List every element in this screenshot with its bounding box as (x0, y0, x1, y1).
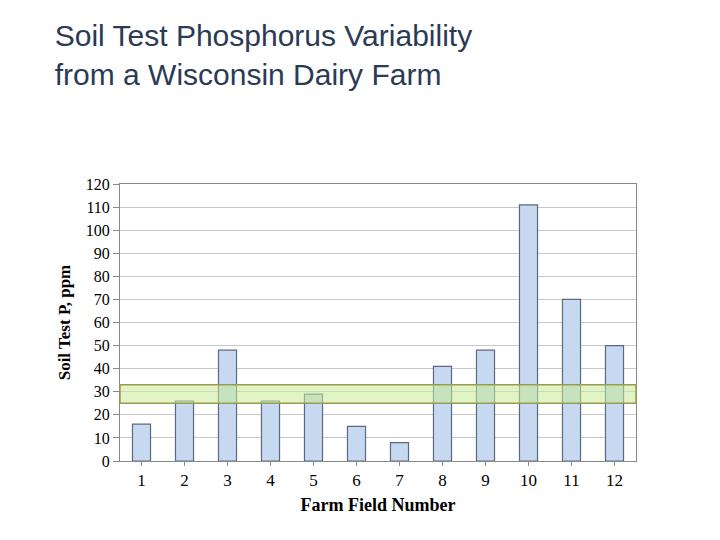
svg-text:Soil Test P, ppm: Soil Test P, ppm (55, 265, 74, 381)
svg-text:5: 5 (309, 471, 318, 490)
svg-text:3: 3 (223, 471, 232, 490)
svg-text:40: 40 (94, 360, 110, 377)
svg-text:30: 30 (94, 383, 110, 400)
svg-text:9: 9 (481, 471, 490, 490)
svg-text:1: 1 (137, 471, 146, 490)
svg-text:70: 70 (94, 291, 110, 308)
svg-text:10: 10 (520, 471, 537, 490)
svg-text:2: 2 (180, 471, 189, 490)
svg-text:4: 4 (266, 471, 275, 490)
svg-text:10: 10 (94, 430, 110, 447)
svg-text:110: 110 (86, 199, 109, 216)
svg-text:Farm Field Number: Farm Field Number (301, 495, 456, 515)
svg-text:60: 60 (94, 314, 110, 331)
svg-text:6: 6 (352, 471, 361, 490)
svg-text:12: 12 (606, 471, 623, 490)
svg-text:80: 80 (94, 268, 110, 285)
svg-text:0: 0 (102, 453, 110, 470)
svg-text:20: 20 (94, 406, 110, 423)
svg-text:120: 120 (86, 176, 110, 193)
svg-text:100: 100 (86, 222, 110, 239)
svg-text:11: 11 (563, 471, 579, 490)
svg-text:90: 90 (94, 245, 110, 262)
svg-text:7: 7 (395, 471, 404, 490)
svg-text:8: 8 (438, 471, 447, 490)
svg-text:50: 50 (94, 337, 110, 354)
svg-text:Soil Test Phosphorus Variabili: Soil Test Phosphorus Variabilityfrom a W… (55, 19, 472, 91)
